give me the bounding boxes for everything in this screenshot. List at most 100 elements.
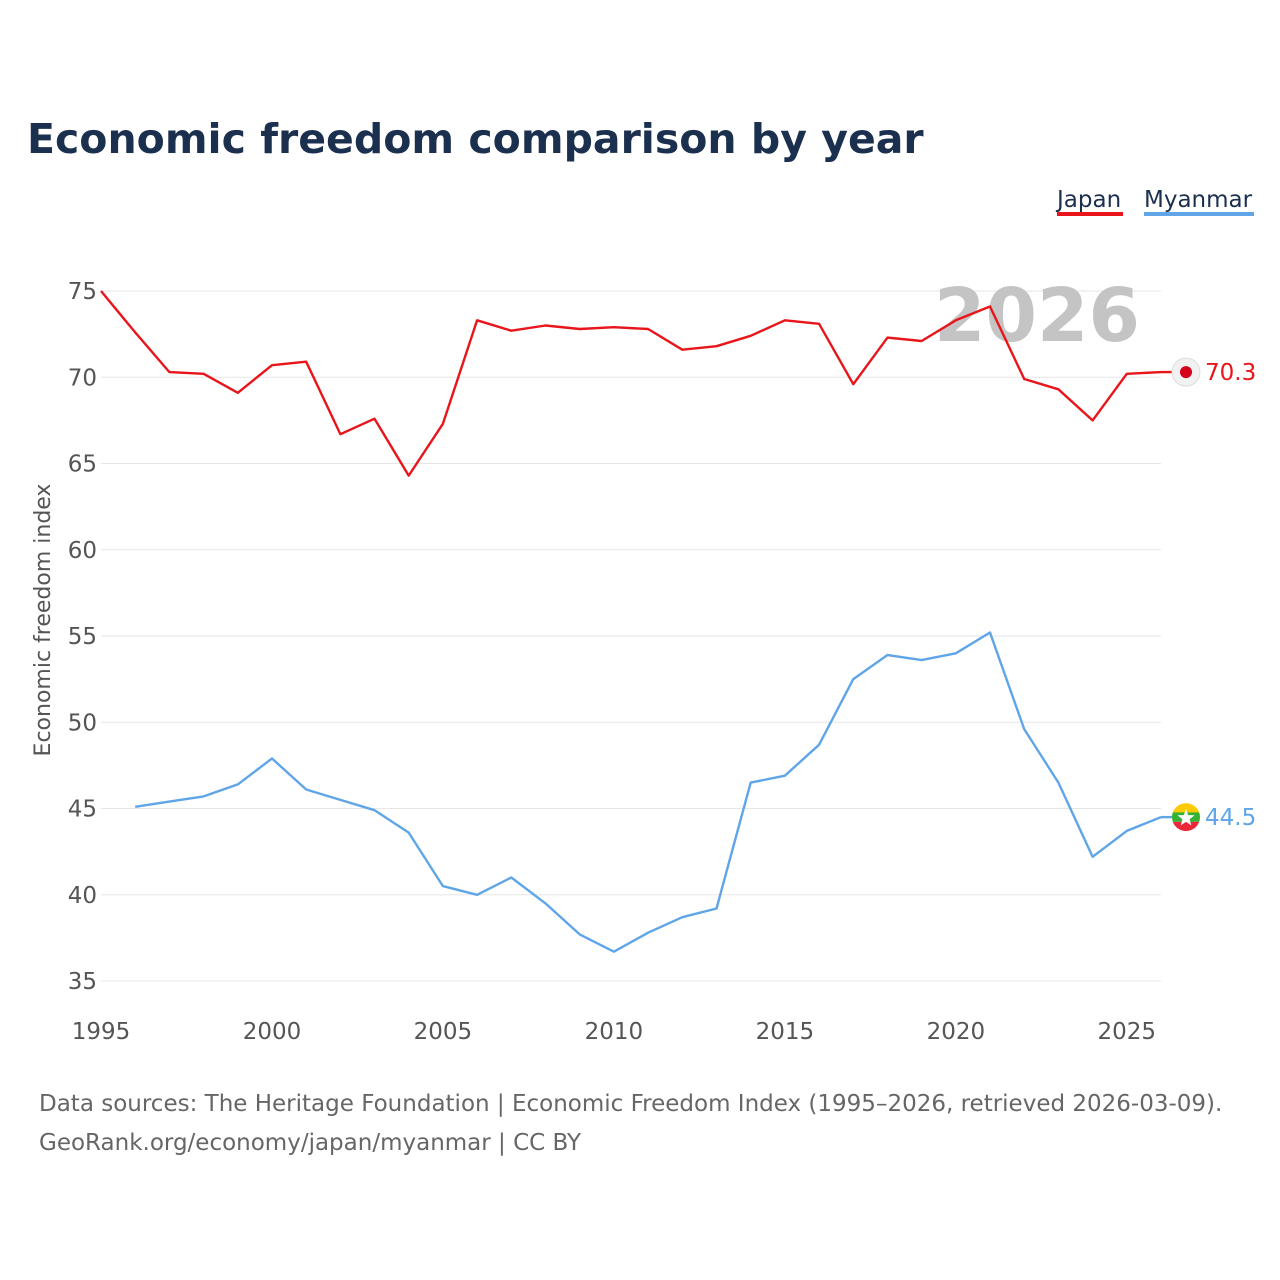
y-tick-label: 40 [68, 883, 97, 909]
data-point [133, 804, 138, 809]
y-tick-label: 65 [68, 452, 97, 478]
chart-title: Economic freedom comparison by year [27, 115, 924, 163]
data-point [885, 652, 890, 657]
legend-swatch [1057, 212, 1123, 216]
data-point [577, 326, 582, 331]
y-axis-ticks: 35 40 45 50 55 60 65 70 75 [68, 279, 97, 995]
data-point [748, 333, 753, 338]
data-point [1090, 418, 1095, 423]
data-point [543, 901, 548, 906]
data-point [748, 780, 753, 785]
data-point [509, 875, 514, 880]
x-tick-label: 2005 [414, 1019, 473, 1045]
data-point [304, 359, 309, 364]
data-point [235, 390, 240, 395]
y-tick-label: 35 [68, 969, 97, 995]
data-point [714, 906, 719, 911]
data-point [782, 773, 787, 778]
data-point [851, 382, 856, 387]
data-point [1124, 828, 1129, 833]
data-point [988, 304, 993, 309]
data-point [338, 797, 343, 802]
data-point [201, 794, 206, 799]
data-point [475, 318, 480, 323]
data-point [99, 289, 104, 294]
data-point [953, 651, 958, 656]
data-point [680, 915, 685, 920]
data-point [577, 932, 582, 937]
data-point [201, 371, 206, 376]
end-markers: 70.3 44.5 [1161, 357, 1256, 832]
x-tick-label: 2010 [585, 1019, 644, 1045]
data-point [509, 328, 514, 333]
series-line-myanmar [135, 631, 1162, 953]
series-layer [99, 289, 1162, 954]
data-point [1022, 727, 1027, 732]
series-myanmar [133, 630, 1162, 954]
data-point [338, 432, 343, 437]
legend-label: Japan [1055, 187, 1121, 213]
data-point [851, 677, 856, 682]
legend-item-japan[interactable]: Japan [1055, 187, 1123, 216]
series-line-japan [100, 290, 1162, 477]
data-point [646, 326, 651, 331]
data-point [611, 949, 616, 954]
japan-flag-icon [1171, 357, 1201, 387]
legend-label: Myanmar [1144, 187, 1253, 213]
data-point [817, 742, 822, 747]
end-value-label: 70.3 [1205, 360, 1256, 386]
legend-item-myanmar[interactable]: Myanmar [1144, 187, 1254, 216]
legend: Japan Myanmar [1055, 187, 1254, 216]
data-point [714, 344, 719, 349]
series-japan [99, 289, 1162, 478]
data-point [167, 799, 172, 804]
data-point [885, 335, 890, 340]
data-point [475, 892, 480, 897]
x-tick-label: 2020 [927, 1019, 986, 1045]
y-tick-label: 50 [68, 710, 97, 736]
data-point [372, 416, 377, 421]
data-point [1090, 854, 1095, 859]
y-tick-label: 55 [68, 624, 97, 650]
data-point [133, 330, 138, 335]
end-value-label: 44.5 [1205, 805, 1256, 831]
data-point [406, 830, 411, 835]
y-tick-label: 75 [68, 279, 97, 305]
data-point [1022, 376, 1027, 381]
y-tick-label: 60 [68, 538, 97, 564]
y-tick-label: 70 [68, 365, 97, 391]
data-point [1056, 780, 1061, 785]
data-point [646, 930, 651, 935]
y-axis-title: Economic freedom index [31, 484, 56, 757]
grid [101, 290, 1161, 982]
source-note: Data sources: The Heritage Foundation | … [39, 1091, 1222, 1117]
data-point [680, 347, 685, 352]
data-point [440, 421, 445, 426]
x-tick-label: 2000 [243, 1019, 302, 1045]
data-point [953, 318, 958, 323]
data-point [919, 658, 924, 663]
x-tick-label: 2015 [756, 1019, 815, 1045]
data-point [919, 339, 924, 344]
data-point [167, 370, 172, 375]
data-point [269, 756, 274, 761]
data-point [611, 325, 616, 330]
data-point [1056, 387, 1061, 392]
x-tick-label: 1995 [72, 1019, 131, 1045]
data-point [782, 318, 787, 323]
data-point [440, 884, 445, 889]
x-axis-ticks: 1995 2000 2005 2010 2015 2020 2025 [72, 1019, 1156, 1045]
data-point [304, 787, 309, 792]
data-point [1124, 371, 1129, 376]
data-point [406, 473, 411, 478]
data-point [817, 321, 822, 326]
x-tick-label: 2025 [1098, 1019, 1157, 1045]
y-tick-label: 45 [68, 797, 97, 823]
legend-swatch [1144, 212, 1254, 216]
data-point [269, 363, 274, 368]
data-point [988, 630, 993, 635]
data-point [543, 323, 548, 328]
data-point [372, 808, 377, 813]
myanmar-flag-icon [1172, 803, 1200, 832]
